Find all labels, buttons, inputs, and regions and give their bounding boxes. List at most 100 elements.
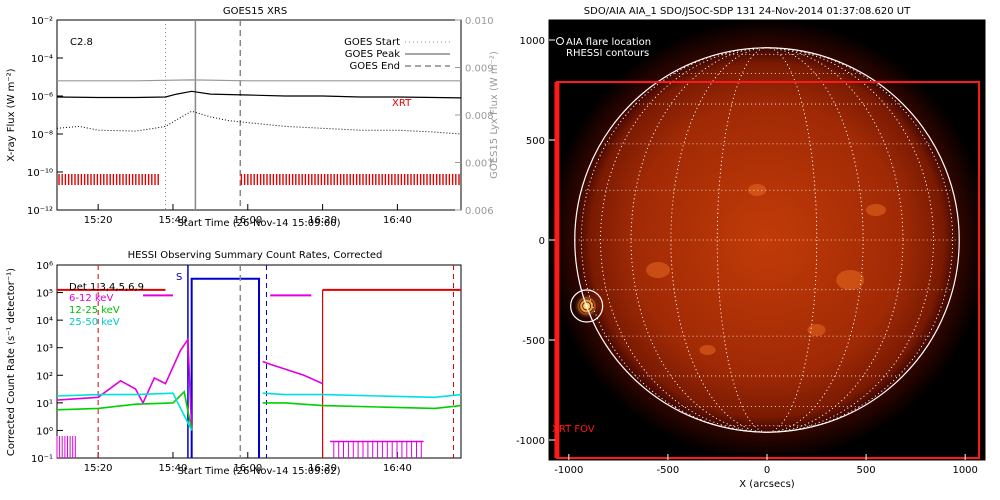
goes-y-tick-label: 10⁻¹⁰ (27, 168, 53, 179)
aia-flare-location-icon (556, 37, 564, 45)
aia-rhessi-contour (579, 298, 595, 314)
goes-series-line (56, 90, 462, 99)
legend-6-12kev: 6-12 keV (69, 293, 113, 304)
hessi-series (56, 336, 462, 431)
goes-x-tick-label: 15:40 (159, 215, 188, 226)
aia-x-tick-label: 500 (857, 465, 876, 476)
hessi-y-ticks: 10⁻¹ 10⁰ 10¹ 10² 10³ 10⁴ 10⁵ 10⁶ (31, 261, 63, 465)
aia-panel: SDO/AIA AIA_1 SDO/JSOC-SDP 131 24-Nov-20… (516, 6, 986, 490)
goes-x-axis-label: Start Time (26-Nov-14 15:09:00) (177, 218, 340, 229)
goes-y2-tick-label: 0.008 (465, 111, 494, 122)
goes-series-line (57, 79, 461, 82)
aia-active-region (807, 324, 826, 336)
hessi-y-axis-label: Corrected Count Rate (s⁻¹ detector⁻¹) (6, 268, 17, 456)
aia-y-tick-label: 1000 (520, 36, 545, 47)
goes-legend: GOES Start GOES Peak GOES End (344, 37, 450, 72)
goes-x-tick-label: 15:20 (84, 215, 113, 226)
hessi-x-axis-label: Start Time (26-Nov-14 15:09:02) (177, 466, 340, 477)
aia-limb (574, 47, 960, 433)
goes-y-axis-label: X-ray Flux (W m⁻²) (6, 68, 17, 161)
hessi-y-tick-label: 10³ (36, 344, 53, 355)
aia-legend: AIA flare location RHESSI contours (556, 37, 651, 59)
goes-y2-tick-label: 0.006 (465, 206, 494, 217)
aia-y-tick-label: 0 (539, 236, 545, 247)
aia-x-axis-label: X (arcsecs) (739, 479, 795, 490)
legend-goes-end: GOES End (350, 61, 400, 72)
hessi-y-tick-label: 10⁴ (36, 316, 53, 327)
goes-y-tick-label: 10⁻⁴ (31, 54, 53, 65)
hessi-y-tick-label: 10⁻¹ (31, 454, 53, 465)
hessi-y-tick-label: 10² (36, 371, 53, 382)
aia-flare-location-marker (570, 289, 604, 323)
hessi-x-tick-label: 16:00 (233, 463, 262, 474)
aia-longitude-line (600, 47, 934, 433)
goes-xrt-bars (58, 174, 460, 185)
hessi-s-label: S (176, 272, 182, 283)
hessi-title: HESSI Observing Summary Count Rates, Cor… (128, 250, 383, 261)
aia-x-tick-label: -500 (657, 465, 680, 476)
goes-x-tick-label: 16:40 (383, 215, 412, 226)
hessi-y-tick-label: 10⁰ (36, 426, 53, 437)
legend-detectors: Det 1,3,4,5,6,9 (69, 282, 144, 293)
legend-12-25kev: 12-25 keV (69, 305, 120, 316)
hessi-legend: Det 1,3,4,5,6,9 6-12 keV 12-25 keV 25-50… (69, 282, 144, 328)
hessi-series-line (262, 402, 462, 410)
aia-title: SDO/AIA AIA_1 SDO/JSOC-SDP 131 24-Nov-20… (584, 6, 911, 17)
goes-x-tick-label: 16:00 (233, 215, 262, 226)
goes-y2-ticks: 0.006 0.007 0.008 0.009 0.010 (455, 16, 494, 217)
hessi-x-tick-label: 15:20 (84, 463, 113, 474)
legend-25-50kev: 25-50 keV (69, 317, 120, 328)
hessi-saa-block (190, 277, 260, 458)
aia-x-tick-label: 0 (764, 465, 770, 476)
aia-active-region (836, 270, 865, 290)
hessi-x-tick-label: 15:40 (159, 463, 188, 474)
hessi-series-line (262, 392, 462, 399)
aia-longitude-line (630, 47, 904, 433)
goes-y-tick-label: 10⁻⁸ (31, 130, 53, 141)
hessi-series-line (262, 360, 323, 385)
goes-y-tick-label: 10⁻¹² (27, 206, 53, 217)
aia-active-region (866, 204, 886, 216)
aia-y-tick-label: -500 (522, 336, 545, 347)
goes-y-tick-label: 10⁻² (31, 16, 53, 27)
goes-y-ticks: 10⁻¹² 10⁻¹⁰ 10⁻⁸ 10⁻⁶ 10⁻⁴ 10⁻² (27, 16, 63, 217)
hessi-panel: HESSI Observing Summary Count Rates, Cor… (6, 250, 462, 477)
aia-x-ticks: -1000 -500 0 500 1000 (554, 454, 978, 476)
hessi-y-tick-label: 10¹ (36, 399, 53, 410)
hessi-y-tick-label: 10⁵ (36, 289, 53, 300)
hessi-series-line (56, 392, 193, 431)
goes-y2-tick-label: 0.010 (465, 16, 494, 27)
goes-event-lines (164, 20, 242, 210)
goes-x-ticks: 15:20 15:40 16:00 16:20 16:40 (84, 204, 412, 226)
aia-y-tick-label: 500 (526, 136, 545, 147)
goes-x-tick-label: 16:20 (308, 215, 337, 226)
goes-flare-class: C2.8 (70, 37, 93, 48)
aia-y-tick-label: -1000 (516, 436, 545, 447)
aia-y-ticks: 1000 500 0 -500 -1000 (516, 36, 555, 447)
legend-aia-flare-location: AIA flare location (566, 37, 651, 48)
goes-y2-tick-label: 0.007 (465, 159, 494, 170)
aia-rhessi-contour (582, 301, 592, 311)
goes-panel: GOES15 XRS 15:20 15:40 16:00 16:20 16:40 10⁻… (6, 6, 500, 229)
goes-y-tick-label: 10⁻⁶ (31, 92, 53, 103)
aia-xrt-fov-label: XRT FOV (552, 424, 595, 435)
aia-active-region (646, 262, 670, 278)
goes-title: GOES15 XRS (223, 6, 287, 17)
hessi-x-tick-label: 16:20 (308, 463, 337, 474)
hessi-state-flags (56, 265, 461, 458)
hessi-y-tick-label: 10⁶ (36, 261, 53, 272)
aia-image (549, 20, 985, 460)
goes-series (56, 79, 462, 135)
aia-active-region (699, 345, 716, 355)
legend-goes-start: GOES Start (344, 37, 400, 48)
hessi-x-tick-label: 16:40 (383, 463, 412, 474)
goes-plot-frame (56, 19, 462, 211)
hessi-series-line (56, 336, 193, 431)
goes-xrt-label: XRT (392, 98, 412, 109)
aia-x-tick-label: -1000 (554, 465, 583, 476)
aia-active-region (748, 184, 767, 196)
goes-series-line (56, 110, 462, 135)
goes-y2-axis-label: GOES15 Lyx Flux (W m⁻²) (489, 51, 500, 179)
aia-rhessi-contour (576, 295, 598, 317)
